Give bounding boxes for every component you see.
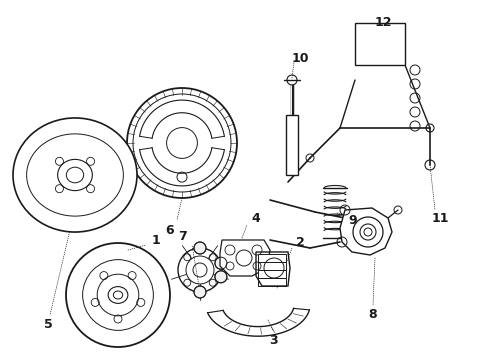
Ellipse shape xyxy=(13,118,137,232)
FancyBboxPatch shape xyxy=(286,115,298,175)
FancyBboxPatch shape xyxy=(355,23,405,65)
Text: 8: 8 xyxy=(368,309,377,321)
Text: 7: 7 xyxy=(178,230,186,243)
Ellipse shape xyxy=(113,291,122,299)
Circle shape xyxy=(194,242,206,254)
FancyBboxPatch shape xyxy=(258,278,286,286)
Polygon shape xyxy=(340,208,392,255)
Circle shape xyxy=(194,286,206,298)
Text: 9: 9 xyxy=(349,213,357,226)
Ellipse shape xyxy=(58,159,92,191)
Text: 4: 4 xyxy=(252,212,260,225)
FancyBboxPatch shape xyxy=(258,254,286,262)
Text: 12: 12 xyxy=(374,15,392,28)
Ellipse shape xyxy=(66,167,84,183)
Ellipse shape xyxy=(26,134,123,216)
FancyBboxPatch shape xyxy=(258,262,286,270)
Polygon shape xyxy=(220,240,270,276)
Text: 3: 3 xyxy=(269,333,277,346)
Text: 2: 2 xyxy=(295,235,304,248)
Text: 11: 11 xyxy=(431,212,449,225)
Circle shape xyxy=(215,257,227,269)
Text: 10: 10 xyxy=(291,51,309,64)
Text: 1: 1 xyxy=(151,234,160,247)
Ellipse shape xyxy=(108,287,128,303)
Circle shape xyxy=(215,271,227,283)
Text: 6: 6 xyxy=(166,224,174,237)
Text: 5: 5 xyxy=(44,319,52,332)
FancyBboxPatch shape xyxy=(258,270,286,278)
